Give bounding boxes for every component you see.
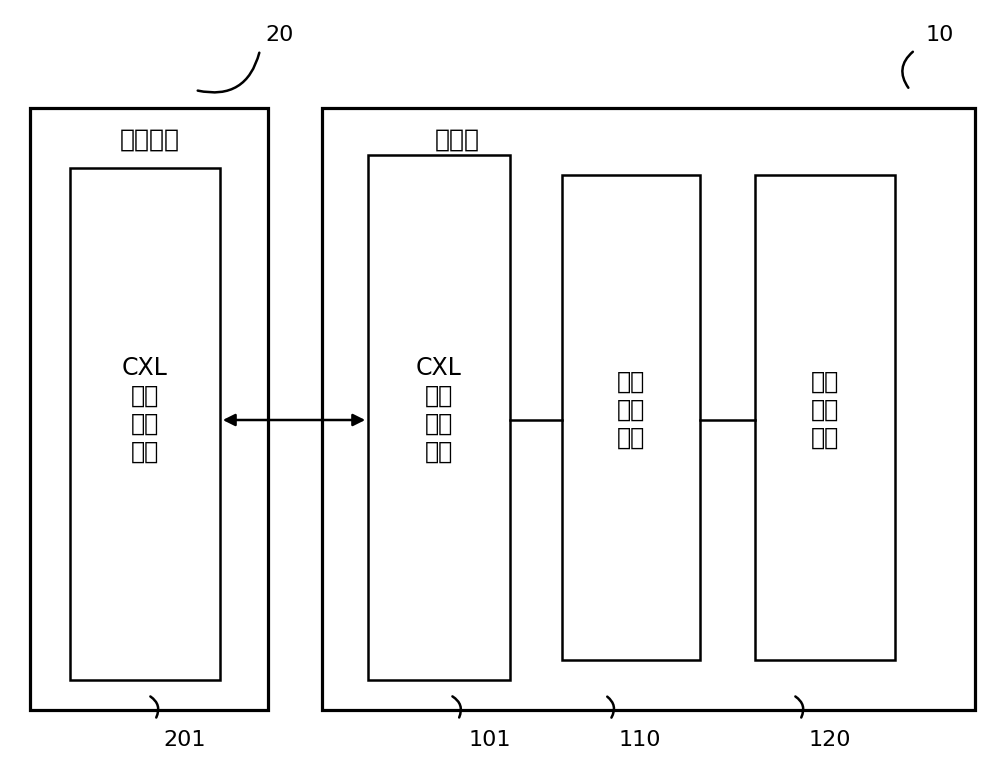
- Text: 存储
控制
模块: 存储 控制 模块: [811, 370, 839, 450]
- Text: 110: 110: [619, 730, 661, 750]
- Text: 20: 20: [266, 25, 294, 45]
- Text: 主机设备: 主机设备: [120, 128, 180, 152]
- Bar: [30, 108, 268, 710]
- Text: 存储
优化
模块: 存储 优化 模块: [617, 370, 645, 450]
- Text: CXL
高速
链路
接口: CXL 高速 链路 接口: [122, 356, 168, 464]
- Bar: [70, 168, 220, 680]
- Bar: [755, 175, 895, 660]
- Text: 控制器: 控制器: [435, 128, 480, 152]
- Text: 10: 10: [926, 25, 954, 45]
- Bar: [322, 108, 975, 710]
- Text: 201: 201: [164, 730, 206, 750]
- Bar: [562, 175, 700, 660]
- Bar: [368, 155, 510, 680]
- Text: CXL
高速
链路
接口: CXL 高速 链路 接口: [416, 356, 462, 464]
- Text: 101: 101: [469, 730, 511, 750]
- Text: 120: 120: [809, 730, 851, 750]
